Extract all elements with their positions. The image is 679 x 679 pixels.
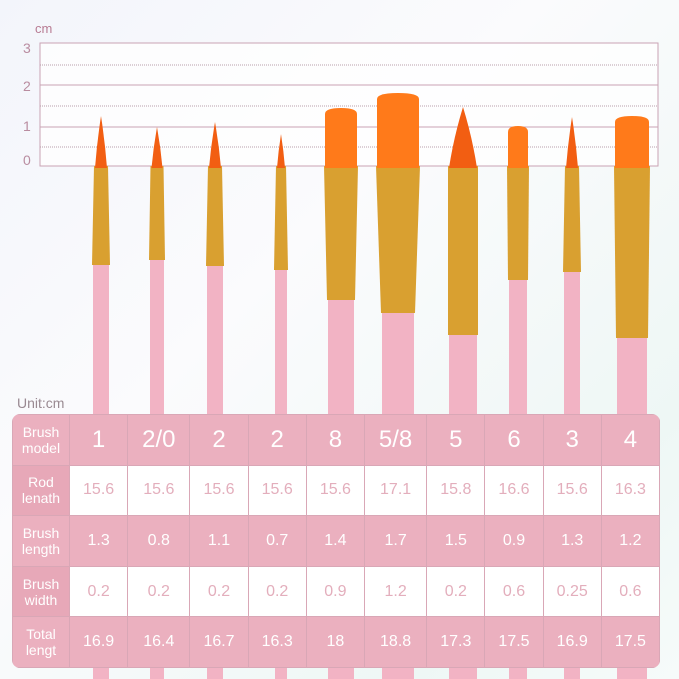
- table-cell: 15.6: [542, 464, 602, 517]
- brush-ferrule: [206, 166, 224, 266]
- brush-bristles: [277, 134, 285, 168]
- table-cell: 0.2: [189, 565, 249, 618]
- unit-label: Unit:cm: [17, 395, 65, 411]
- row-label: Brush width: [12, 565, 70, 618]
- table-cell: 1.7: [363, 515, 428, 567]
- table-row: Total lengt 16.9 16.4 16.7 16.3 18 18.8 17.3 17.…: [12, 616, 660, 668]
- table-cell: 1.2: [600, 515, 660, 567]
- brush-ferrule: [614, 166, 650, 338]
- table-cell: 1.5: [426, 515, 486, 567]
- brush-ferrule: [149, 166, 165, 260]
- brush-ferrule: [448, 166, 478, 335]
- table-cell: 15.8: [426, 464, 486, 517]
- table-cell: 0.2: [68, 565, 129, 618]
- table-cell: 1.4: [305, 515, 365, 567]
- table-cell: 16.3: [600, 464, 660, 517]
- brush-ferrule: [274, 166, 288, 270]
- brush-ferrule: [563, 166, 581, 272]
- row-label: Brush model: [12, 414, 70, 466]
- table-cell: 17.5: [600, 616, 660, 668]
- ruler-tick-0: 0: [23, 152, 31, 168]
- table-cell: 6: [484, 414, 544, 466]
- table-cell: 0.2: [426, 565, 486, 618]
- table-cell: 16.4: [127, 616, 191, 668]
- spec-table: Brush model 1 2/0 2 2 8 5/8 5 6 3 4 Rod lenath 15.6 1…: [12, 414, 660, 668]
- ruler-tick-3: 3: [23, 40, 31, 56]
- table-row: Brush length 1.3 0.8 1.1 0.7 1.4 1.7 1.5 0.9 1.3 1…: [12, 515, 660, 567]
- table-cell: 17.1: [363, 464, 428, 517]
- brush-ferrule: [376, 166, 420, 313]
- table-cell: 1.3: [542, 515, 602, 567]
- table-cell: 0.7: [247, 515, 307, 567]
- table-cell: 5: [426, 414, 486, 466]
- table-cell: 0.25: [542, 565, 602, 618]
- table-cell: 16.7: [189, 616, 249, 668]
- brush-bristles: [449, 107, 477, 168]
- row-label: Total lengt: [12, 616, 70, 668]
- table-cell: 0.6: [484, 565, 544, 618]
- table-cell: 18.8: [363, 616, 428, 668]
- brush-ferrule: [324, 166, 358, 300]
- table-cell: 15.6: [68, 464, 129, 517]
- table-cell: 2: [189, 414, 249, 466]
- brush-bristles: [508, 126, 528, 168]
- brush-bristles: [566, 117, 578, 168]
- table-cell: 8: [305, 414, 365, 466]
- table-cell: 16.9: [542, 616, 602, 668]
- table-cell: 1.1: [189, 515, 249, 567]
- table-cell: 4: [600, 414, 660, 466]
- row-label: Brush length: [12, 515, 70, 567]
- table-cell: 0.8: [127, 515, 191, 567]
- table-cell: 17.3: [426, 616, 486, 668]
- table-cell: 0.9: [305, 565, 365, 618]
- table-cell: 15.6: [189, 464, 249, 517]
- table-cell: 18: [305, 616, 365, 668]
- table-cell: 17.5: [484, 616, 544, 668]
- table-cell: 0.6: [600, 565, 660, 618]
- table-cell: 0.2: [127, 565, 191, 618]
- brush-bristles: [377, 93, 419, 168]
- ruler-unit: cm: [35, 21, 53, 36]
- brush-bristles: [95, 116, 107, 168]
- table-cell: 16.3: [247, 616, 307, 668]
- table-cell: 15.6: [305, 464, 365, 517]
- table-cell: 0.2: [247, 565, 307, 618]
- table-row: Rod lenath 15.6 15.6 15.6 15.6 15.6 17.1 15.8 16…: [12, 464, 660, 517]
- table-cell: 15.6: [127, 464, 191, 517]
- table-cell: 2: [247, 414, 307, 466]
- table-row: Brush width 0.2 0.2 0.2 0.2 0.9 1.2 0.2 0.6 0.25 0…: [12, 565, 660, 618]
- table-row: Brush model 1 2/0 2 2 8 5/8 5 6 3 4: [12, 414, 660, 466]
- table-cell: 15.6: [247, 464, 307, 517]
- brush-bristles: [615, 116, 649, 168]
- table-cell: 16.6: [484, 464, 544, 517]
- table-cell: 1: [68, 414, 129, 466]
- brush-bristles: [151, 127, 163, 168]
- ruler-tick-2: 2: [23, 78, 31, 94]
- table-cell: 16.9: [68, 616, 129, 668]
- table-cell: 0.9: [484, 515, 544, 567]
- table-cell: 1.2: [363, 565, 428, 618]
- table-cell: 1.3: [68, 515, 129, 567]
- row-label: Rod lenath: [12, 464, 70, 517]
- table-cell: 5/8: [363, 414, 428, 466]
- brush-ferrule: [92, 166, 110, 265]
- brush-bristles: [325, 108, 357, 168]
- brush-bristles: [209, 122, 221, 168]
- brush-ferrule: [507, 166, 529, 280]
- table-cell: 3: [542, 414, 602, 466]
- table-cell: 2/0: [127, 414, 191, 466]
- ruler-tick-1: 1: [23, 118, 31, 134]
